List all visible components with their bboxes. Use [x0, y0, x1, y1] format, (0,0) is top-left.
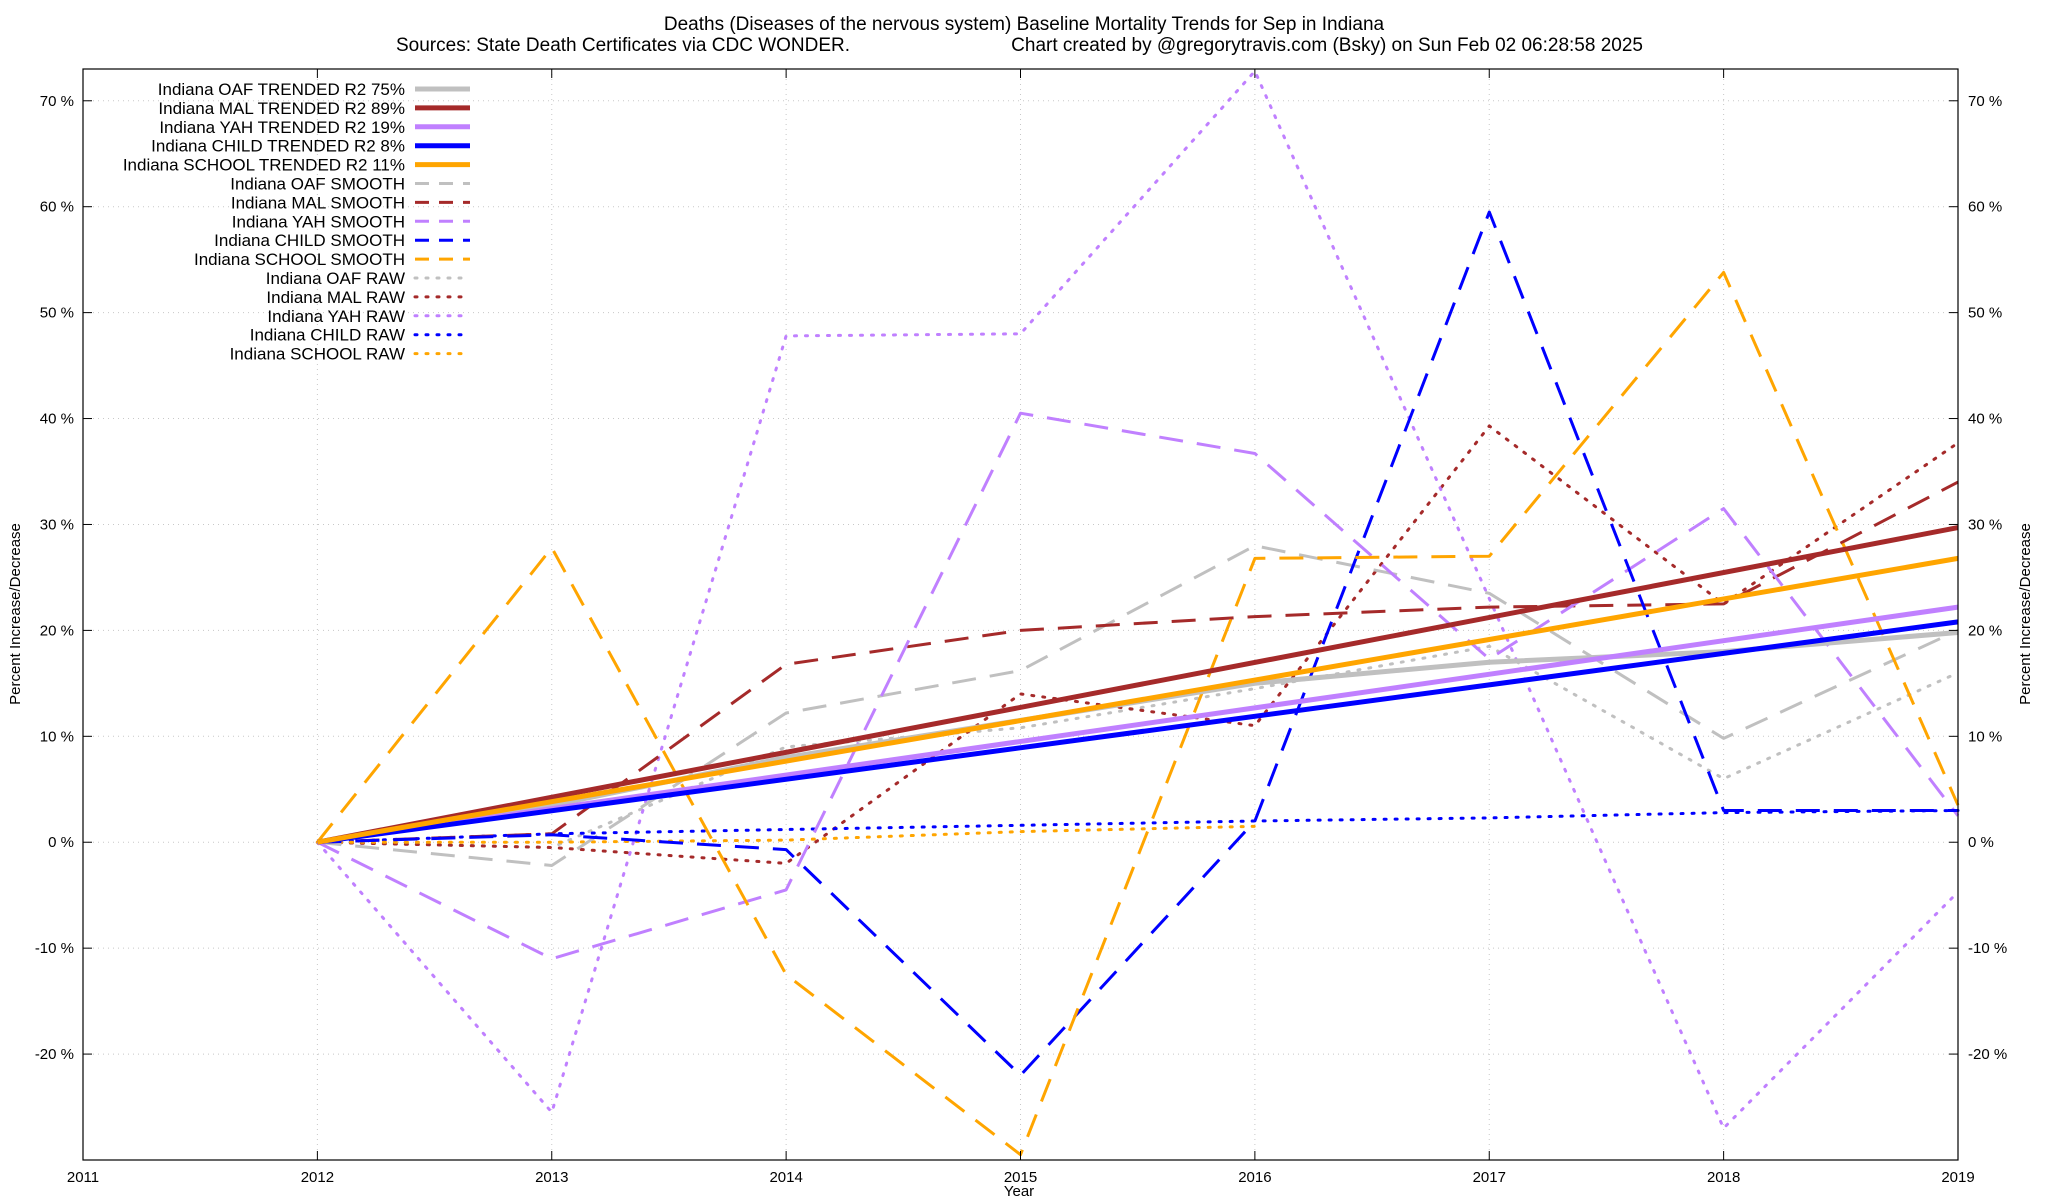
- series-line-13: [315, 809, 1960, 844]
- chart-title: Deaths (Diseases of the nervous system) …: [664, 14, 1385, 35]
- chart-subtitle-credit: Chart created by @gregorytravis.com (Bsk…: [1011, 35, 1643, 56]
- y2-tick-label: 40 %: [1968, 411, 2002, 428]
- x-tick-label: 2011: [67, 1169, 99, 1186]
- x-tick-label: 2019: [1941, 1169, 1974, 1186]
- series-line-10: [315, 644, 1960, 849]
- legend-label: Indiana CHILD RAW: [250, 326, 405, 345]
- series-line-8: [317, 210, 1958, 1077]
- series-lines: [315, 69, 1960, 1157]
- series-line-12: [315, 69, 1960, 1130]
- y-tick-label: 70 %: [40, 93, 74, 110]
- axis-ticks: 2011 2012 2013 2014 2015 2016 2017 2018 2019 -20 …: [35, 69, 2007, 1186]
- series-line-1: [316, 525, 1959, 845]
- y2-axis-label: Percent Increase/Decrease: [2017, 523, 2034, 705]
- y2-tick-label: 70 %: [1968, 93, 2002, 110]
- x-tick-label: 2015: [1004, 1169, 1037, 1186]
- x-tick-label: 2017: [1473, 1169, 1506, 1186]
- legend-label: Indiana MAL RAW: [266, 288, 405, 307]
- x-tick-label: 2012: [301, 1169, 334, 1186]
- y-tick-label: 30 %: [40, 516, 74, 533]
- y2-tick-label: 20 %: [1968, 622, 2002, 639]
- series-line-14: [315, 824, 1257, 844]
- y-tick-label: 40 %: [40, 411, 74, 428]
- series-line-9: [316, 270, 1960, 1157]
- series-line-11: [315, 424, 1960, 865]
- x-tick-label: 2016: [1238, 1169, 1271, 1186]
- chart-subtitle-source: Sources: State Death Certificates via CD…: [396, 35, 850, 56]
- series-line-5: [317, 544, 1959, 867]
- series-line-6: [317, 480, 1959, 844]
- legend-label: Indiana CHILD TRENDED R2 8%: [151, 137, 405, 156]
- grid: [83, 69, 1958, 1160]
- legend-label: Indiana SCHOOL RAW: [230, 345, 405, 364]
- y-tick-label: -20 %: [35, 1046, 74, 1063]
- series-line-7: [316, 411, 1960, 961]
- legend-label: Indiana SCHOOL TRENDED R2 11%: [123, 156, 405, 175]
- legend-label: Indiana YAH TRENDED R2 19%: [159, 118, 405, 137]
- y2-tick-label: -20 %: [1968, 1046, 2007, 1063]
- y-tick-label: 50 %: [40, 305, 74, 322]
- legend-label: Indiana YAH SMOOTH: [232, 212, 405, 231]
- legend-label: Indiana CHILD SMOOTH: [214, 231, 405, 250]
- legend-label: Indiana OAF RAW: [266, 269, 405, 288]
- y-tick-label: -10 %: [35, 940, 74, 957]
- legend-label: Indiana OAF TRENDED R2 75%: [158, 80, 405, 99]
- x-tick-label: 2014: [769, 1169, 802, 1186]
- y2-tick-label: -10 %: [1968, 940, 2007, 957]
- y-tick-label: 0 %: [48, 834, 74, 851]
- x-tick-label: 2018: [1707, 1169, 1740, 1186]
- y2-tick-label: 0 %: [1968, 834, 1994, 851]
- y-tick-label: 20 %: [40, 622, 74, 639]
- y2-tick-label: 10 %: [1968, 728, 2002, 745]
- x-tick-label: 2013: [535, 1169, 568, 1186]
- series-line-4: [316, 555, 1959, 845]
- legend-label: Indiana SCHOOL SMOOTH: [194, 250, 405, 269]
- legend-label: Indiana OAF SMOOTH: [230, 175, 405, 194]
- y-tick-label: 10 %: [40, 728, 74, 745]
- legend-label: Indiana YAH RAW: [267, 307, 405, 326]
- y2-tick-label: 50 %: [1968, 305, 2002, 322]
- legend-label: Indiana MAL SMOOTH: [231, 193, 405, 212]
- x-axis-label: Year: [1004, 1183, 1034, 1200]
- series-line-3: [317, 619, 1959, 845]
- legend-label: Indiana MAL TRENDED R2 89%: [158, 99, 405, 118]
- y2-tick-label: 60 %: [1968, 199, 2002, 216]
- legend: Indiana OAF TRENDED R2 75%Indiana MAL TR…: [123, 80, 472, 364]
- y2-tick-label: 30 %: [1968, 516, 2002, 533]
- y-axis-label: Percent Increase/Decrease: [7, 523, 24, 705]
- y-tick-label: 60 %: [40, 199, 74, 216]
